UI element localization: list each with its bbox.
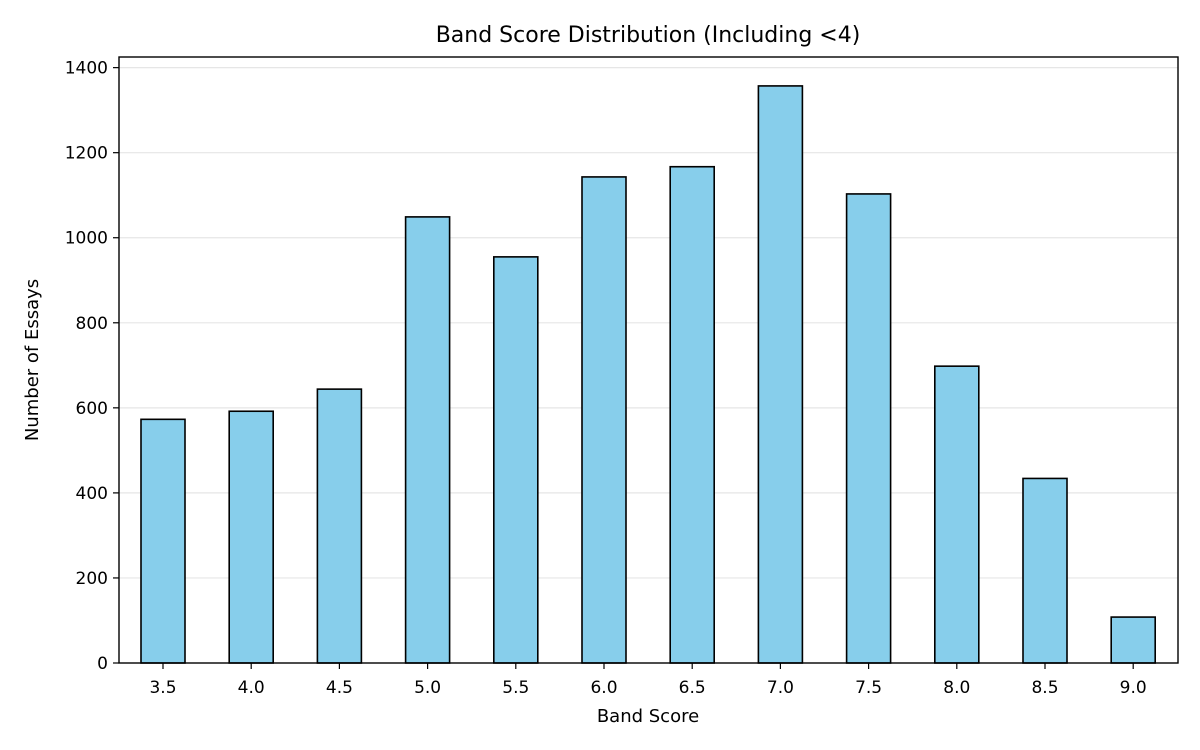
bar-7.5 — [845, 193, 892, 664]
y-tick-label: 400 — [76, 484, 108, 504]
bar-6.0 — [581, 176, 627, 664]
x-tick-label: 4.5 — [326, 678, 353, 698]
y-axis-label: Number of Essays — [22, 279, 43, 441]
bar-3.5 — [140, 418, 186, 664]
bar-6.5 — [669, 165, 716, 664]
bar-4.0 — [228, 410, 274, 664]
bar-8.0 — [933, 365, 980, 664]
bar-5.5 — [492, 256, 539, 664]
x-tick-label: 5.5 — [502, 678, 529, 698]
bars — [140, 85, 1156, 664]
y-tick-label: 800 — [76, 314, 108, 334]
x-tick-label: 4.0 — [238, 678, 265, 698]
bar-4.5 — [316, 388, 363, 664]
x-tick-label: 5.0 — [414, 678, 441, 698]
y-axis-ticks: 0 200 400 600 800 1000 1200 1400 — [65, 59, 119, 674]
x-tick-label: 7.5 — [855, 678, 882, 698]
chart-title: Band Score Distribution (Including <4) — [436, 23, 861, 48]
x-tick-label: 6.0 — [590, 678, 617, 698]
y-tick-label: 1000 — [65, 229, 108, 249]
x-tick-label: 3.5 — [149, 678, 176, 698]
bar-8.5 — [1022, 477, 1068, 664]
y-tick-label: 200 — [76, 569, 108, 589]
x-axis-ticks: 3.5 4.0 4.5 5.0 5.5 6.0 6.5 7.0 7.5 8.0 8.5 9.0 — [149, 663, 1147, 698]
x-axis-label: Band Score — [597, 706, 699, 727]
grid-lines — [119, 67, 1178, 579]
y-tick-label: 1400 — [65, 59, 108, 79]
plot-frame — [118, 56, 1179, 664]
bar-5.0 — [404, 216, 451, 664]
bar-7.0 — [757, 85, 804, 664]
x-tick-label: 8.0 — [943, 678, 970, 698]
x-tick-label: 6.5 — [679, 678, 706, 698]
y-tick-label: 0 — [97, 654, 108, 674]
bar-9.0 — [1110, 616, 1156, 664]
y-tick-label: 600 — [76, 399, 108, 419]
x-tick-label: 7.0 — [767, 678, 794, 698]
y-tick-label: 1200 — [65, 144, 108, 164]
x-tick-label: 9.0 — [1120, 678, 1147, 698]
x-tick-label: 8.5 — [1031, 678, 1058, 698]
